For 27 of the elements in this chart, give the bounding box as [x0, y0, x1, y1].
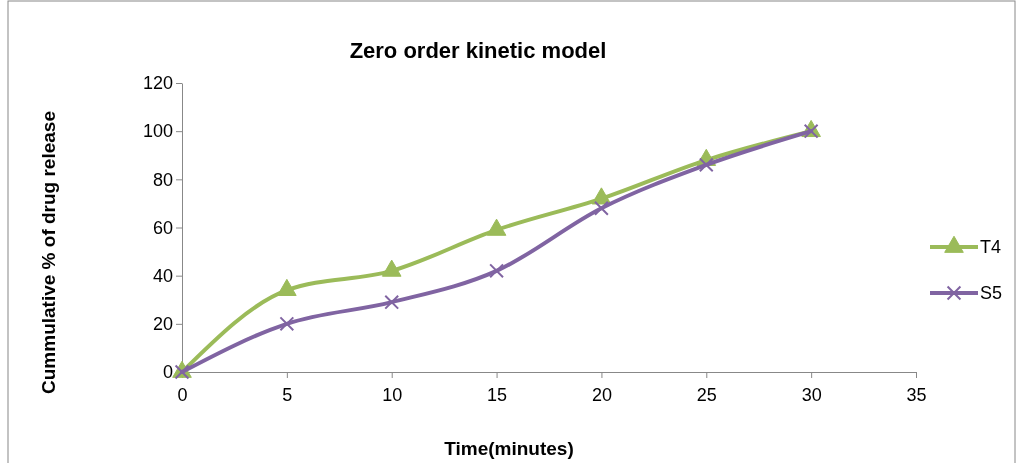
point	[174, 364, 190, 380]
y-tick-label: 20	[152, 314, 173, 335]
point	[384, 294, 400, 310]
point	[279, 316, 295, 332]
y-axis-title: Cummulative % of drug release	[38, 111, 59, 394]
x-tick-label: 0	[177, 384, 188, 405]
x-tick-label: 20	[591, 384, 612, 405]
x-tick-label: 15	[487, 384, 508, 405]
legend-label: T4	[980, 237, 1002, 257]
y-tick-label: 80	[152, 169, 173, 190]
x-tick-label: 35	[906, 384, 927, 405]
legend-label: S5	[980, 283, 1003, 303]
point	[593, 200, 609, 216]
y-tick-label: 60	[152, 217, 173, 238]
y-tick-label: 40	[152, 265, 173, 286]
x-tick-label: 10	[382, 384, 403, 405]
x-tick-label: 30	[801, 384, 822, 405]
y-tick-label: 0	[162, 362, 173, 383]
x-tick-label: 5	[282, 384, 293, 405]
x-tick-label: 25	[696, 384, 717, 405]
y-tick-label: 120	[142, 73, 173, 94]
point	[381, 259, 402, 277]
chart-title: Zero order kinetic model	[349, 38, 607, 63]
y-tick-label: 100	[142, 121, 173, 142]
x-axis-title: Time(minutes)	[444, 438, 574, 459]
point	[489, 263, 505, 279]
point	[486, 218, 507, 236]
